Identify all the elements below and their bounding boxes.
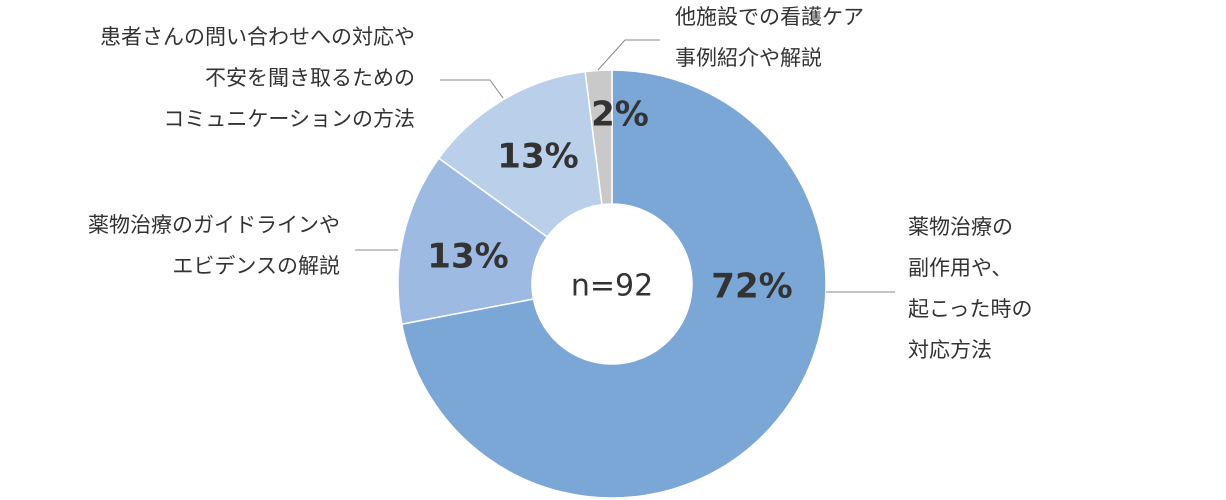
category-label: コミュニケーションの方法: [163, 107, 415, 131]
leader-line: [440, 79, 504, 99]
category-label: 他施設での看護ケア: [675, 5, 864, 29]
category-label: 対応方法: [908, 338, 992, 362]
center-label: n=92: [571, 269, 653, 304]
slice: [400, 69, 827, 499]
leader-line: [597, 39, 660, 71]
category-label: 副作用や、: [908, 256, 1012, 280]
value-label: 72%: [711, 267, 792, 307]
category-label: 事例紹介や解説: [675, 46, 822, 70]
slice: [584, 69, 613, 206]
slice: [397, 157, 549, 325]
value-label: 13%: [497, 137, 578, 177]
slice: [437, 70, 603, 239]
category-label: 不安を聞き取るための: [205, 66, 415, 90]
value-label: 2%: [591, 95, 649, 135]
category-label: 患者さんの問い合わせへの対応や: [100, 25, 415, 49]
value-label: 13%: [427, 237, 508, 277]
category-label: エビデンスの解説: [172, 254, 340, 278]
category-label: 起こった時の: [908, 297, 1033, 321]
category-label: 薬物治療の: [908, 215, 1013, 239]
category-label: 薬物治療のガイドラインや: [88, 213, 340, 237]
